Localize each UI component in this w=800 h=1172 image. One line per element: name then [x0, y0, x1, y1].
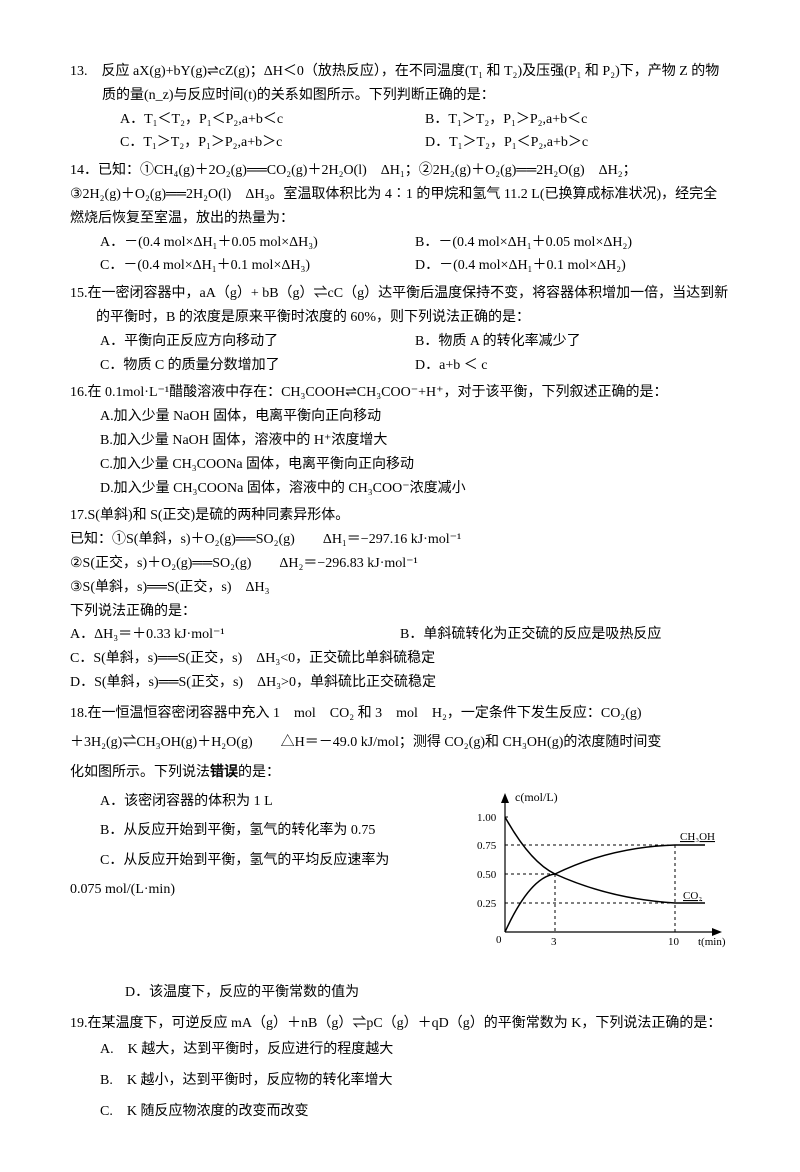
q17-stem: 17.S(单斜)和 S(正交)是硫的两种同素异形体。 — [70, 504, 730, 528]
q17-opt-a: A．ΔH₃＝＋0.33 kJ·mol⁻¹ — [70, 623, 400, 647]
svg-text:CO₂: CO₂ — [683, 890, 702, 902]
q17-l3: ③S(单斜，s)══S(正交，s) ΔH₃ — [70, 576, 730, 600]
svg-text:0.75: 0.75 — [477, 840, 497, 852]
q14-opt-a: A．－(0.4 mol×ΔH₁＋0.05 mol×ΔH₃) — [100, 231, 415, 255]
q13-opt-b: B．T₁＞T₂，P₁＞P₂,a+b＜c — [425, 108, 730, 132]
q14-stem: 14．已知：①CH₄(g)＋2O₂(g)══CO₂(g)＋2H₂O(l) ΔH₁… — [70, 159, 730, 183]
q14-opt-d: D．－(0.4 mol×ΔH₁＋0.1 mol×ΔH₂) — [415, 254, 730, 278]
q14-opt-b: B．－(0.4 mol×ΔH₁＋0.05 mol×ΔH₂) — [415, 231, 730, 255]
chart-ylabel: c(mol/L) — [515, 790, 558, 804]
q17-opt-c: C．S(单斜，s)══S(正交，s) ΔH₃<0，正交硫比单斜硫稳定 — [70, 647, 730, 671]
q15-stem: 15.在一密闭容器中，aA（g）+ bB（g）⇌cC（g）达平衡后温度保持不变，… — [96, 282, 730, 330]
q18-stem3b: 错误 — [210, 765, 238, 780]
q15-opt-d: D．a+b ＜ c — [415, 354, 730, 378]
q14-opt-c: C．－(0.4 mol×ΔH₁＋0.1 mol×ΔH₃) — [100, 254, 415, 278]
q19-stem: 19.在某温度下，可逆反应 mA（g）＋nB（g）⇌pC（g）＋qD（g）的平衡… — [70, 1012, 730, 1036]
q13-opt-a: A．T₁＜T₂，P₁＜P₂,a+b＜c — [120, 108, 425, 132]
q18-stem3: 化如图所示。下列说法错误的是： — [70, 758, 730, 787]
q14-line2: ③2H₂(g)＋O₂(g)══2H₂O(l) ΔH₃。室温取体积比为 4∶1 的… — [70, 183, 730, 231]
q18-stem2: ＋3H₂(g)⇌CH₃OH(g)＋H₂O(g) △H＝－49.0 kJ/mol；… — [70, 728, 730, 757]
svg-text:0.25: 0.25 — [477, 898, 497, 910]
svg-text:t(min): t(min) — [698, 936, 726, 948]
svg-text:1.00: 1.00 — [477, 812, 497, 824]
q16-opt-b: B.加入少量 NaOH 固体，溶液中的 H⁺浓度增大 — [100, 429, 730, 453]
q18-chart: c(mol/L) 1.00 0.75 0.50 0.25 0 3 10 t(mi… — [470, 787, 730, 968]
q16-opt-a: A.加入少量 NaOH 固体，电离平衡向正向移动 — [100, 405, 730, 429]
q19-opt-a: A. K 越大，达到平衡时，反应进行的程度越大 — [100, 1035, 730, 1066]
q16-opt-d: D.加入少量 CH₃COONa 固体，溶液中的 CH₃COO⁻浓度减小 — [100, 477, 730, 501]
q15-opt-c: C．物质 C 的质量分数增加了 — [100, 354, 415, 378]
q17-opt-d: D．S(单斜，s)══S(正交，s) ΔH₃>0，单斜硫比正交硫稳定 — [70, 671, 730, 695]
q15-opt-b: B．物质 A 的转化率减少了 — [415, 330, 730, 354]
svg-text:0: 0 — [496, 934, 502, 946]
q17-l1: 已知：①S(单斜，s)＋O₂(g)══SO₂(g) ΔH₁＝−297.16 kJ… — [70, 528, 730, 552]
question-19: 19.在某温度下，可逆反应 mA（g）＋nB（g）⇌pC（g）＋qD（g）的平衡… — [70, 1012, 730, 1128]
q16-opt-c: C.加入少量 CH₃COONa 固体，电离平衡向正向移动 — [100, 453, 730, 477]
q17-opt-b: B．单斜硫转化为正交硫的反应是吸热反应 — [400, 623, 730, 647]
svg-text:CH₃OH: CH₃OH — [680, 831, 715, 843]
q16-stem: 16.在 0.1mol·L⁻¹醋酸溶液中存在：CH₃COOH⇌CH₃COO⁻+H… — [70, 381, 730, 405]
q18-opt-d: D．该温度下，反应的平衡常数的值为 — [125, 978, 730, 1007]
question-14: 14．已知：①CH₄(g)＋2O₂(g)══CO₂(g)＋2H₂O(l) ΔH₁… — [70, 159, 730, 278]
q18-stem3c: 的是： — [238, 765, 280, 780]
q13-opt-c: C．T₁＞T₂，P₁＞P₂,a+b＞c — [120, 131, 425, 155]
question-15: 15.在一密闭容器中，aA（g）+ bB（g）⇌cC（g）达平衡后温度保持不变，… — [70, 282, 730, 377]
q13-options: A．T₁＜T₂，P₁＜P₂,a+b＜c B．T₁＞T₂，P₁＞P₂,a+b＜c … — [120, 108, 730, 156]
q19-opt-c: C. K 随反应物浓度的改变而改变 — [100, 1097, 730, 1128]
question-16: 16.在 0.1mol·L⁻¹醋酸溶液中存在：CH₃COOH⇌CH₃COO⁻+H… — [70, 381, 730, 500]
svg-text:10: 10 — [668, 936, 680, 948]
q17-l4: 下列说法正确的是： — [70, 600, 730, 624]
question-18: 18.在一恒温恒容密闭容器中充入 1 mol CO₂ 和 3 mol H₂，一定… — [70, 699, 730, 1008]
svg-text:3: 3 — [551, 936, 557, 948]
q18-stem1: 18.在一恒温恒容密闭容器中充入 1 mol CO₂ 和 3 mol H₂，一定… — [70, 699, 730, 728]
q17-l2: ②S(正交，s)＋O₂(g)══SO₂(g) ΔH₂＝−296.83 kJ·mo… — [70, 552, 730, 576]
question-17: 17.S(单斜)和 S(正交)是硫的两种同素异形体。 已知：①S(单斜，s)＋O… — [70, 504, 730, 694]
q13-stem: 13. 反应 aX(g)+bY(g)⇌cZ(g)；ΔH＜0（放热反应），在不同温… — [102, 60, 730, 108]
q13-opt-d: D．T₁＞T₂，P₁＜P₂,a+b＞c — [425, 131, 730, 155]
q15-opt-a: A．平衡向正反应方向移动了 — [100, 330, 415, 354]
q18-stem3a: 化如图所示。下列说法 — [70, 765, 210, 780]
q19-opt-b: B. K 越小，达到平衡时，反应物的转化率增大 — [100, 1066, 730, 1097]
question-13: 13. 反应 aX(g)+bY(g)⇌cZ(g)；ΔH＜0（放热反应），在不同温… — [70, 60, 730, 155]
svg-text:0.50: 0.50 — [477, 869, 497, 881]
